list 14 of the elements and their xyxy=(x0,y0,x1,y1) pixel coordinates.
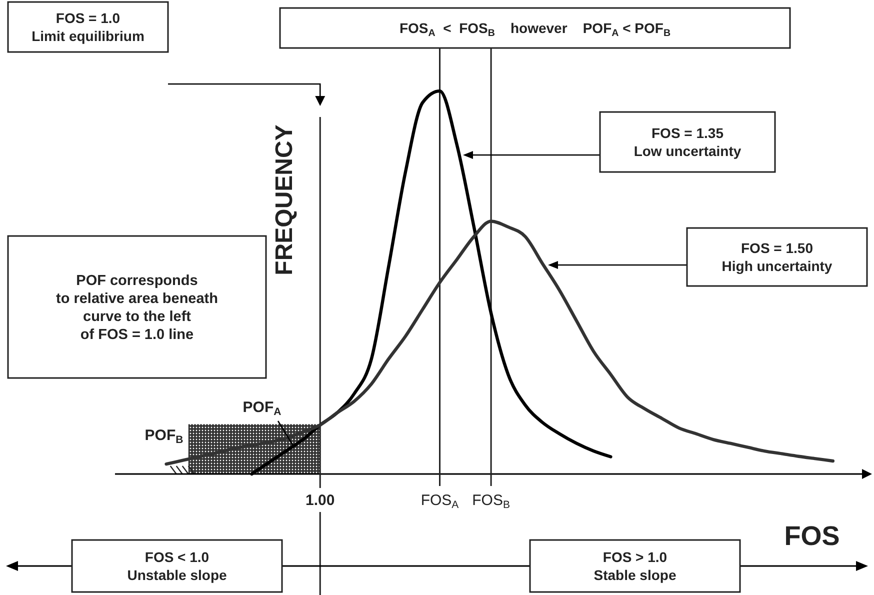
annotation: FOS = 1.50 High uncertainty xyxy=(722,240,832,274)
x-tick-label: FOS$_{A}$ xyxy=(420,492,459,511)
text: FOS$_{A}$ < FOS$_{B}$ however POF$_{A}$ < POF$_{B}$ xyxy=(399,20,671,38)
annotation: POF$_{B}$ xyxy=(144,427,184,446)
text: FOS > 1.0 Stable slope xyxy=(594,549,676,583)
x-axis-title: FOS xyxy=(784,521,840,551)
text: FOS < 1.0 Unstable slope xyxy=(127,549,227,583)
y-axis-title: FREQUENCY xyxy=(271,124,298,276)
text: FOS = 1.0 Limit equilibrium xyxy=(32,10,144,44)
x-tick-label: FOS$_{B}$ xyxy=(472,492,510,511)
x-tick-label: 1.00 xyxy=(306,492,335,509)
annotation: FOS = 1.35 Low uncertainty xyxy=(634,125,742,159)
annotation: POF$_{A}$ xyxy=(242,399,282,418)
annotation: POF corresponds to relative area beneath curve to the left of FOS = 1.0 line xyxy=(56,273,218,343)
